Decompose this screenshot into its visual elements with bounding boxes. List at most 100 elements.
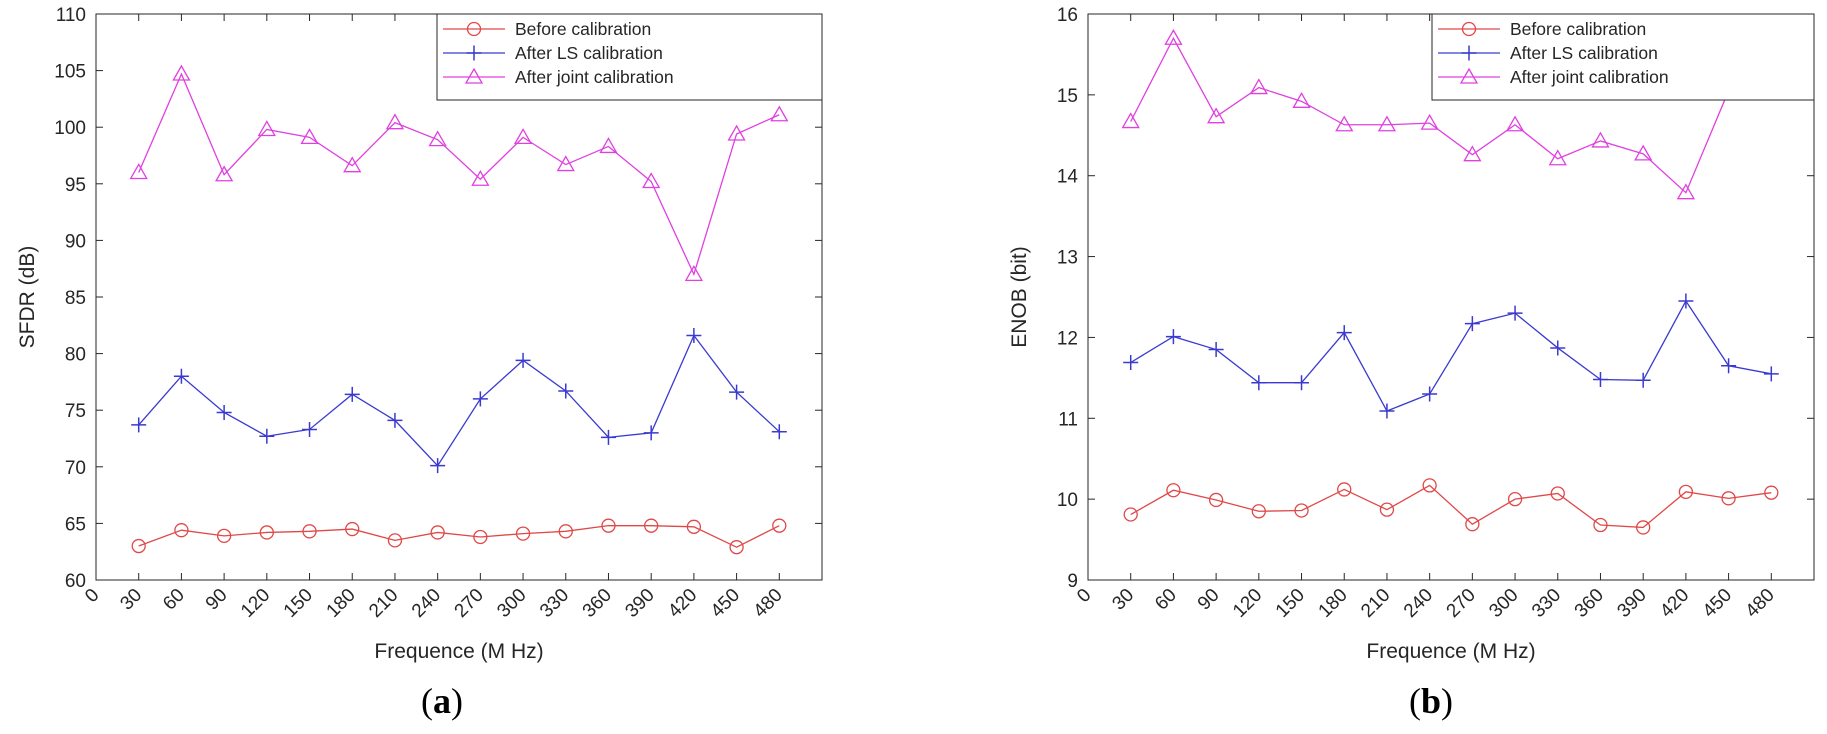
panel-b-series-2-point — [1505, 115, 1525, 132]
panel-b-series-1-point — [1379, 403, 1395, 419]
panel-a-series-1-point — [173, 368, 189, 384]
panel-b-y-tick-label: 13 — [1057, 248, 1078, 269]
panel-b-x-axis-label: Frequence (M Hz) — [1366, 640, 1535, 663]
panel-b-series-1-point — [1294, 375, 1310, 391]
panel-b-series-0-point — [1678, 484, 1694, 500]
panel-a-series-1-point — [558, 383, 574, 399]
panel-b-series-0-point — [1764, 485, 1779, 500]
panel-b-y-tick-label: 10 — [1057, 490, 1078, 511]
panel-b-x-tick-label: 450 — [1699, 585, 1736, 622]
panel-b-x-tick-label: 60 — [1151, 585, 1181, 615]
panel-a-series-1-point — [259, 428, 275, 444]
panel-a-series-2-point — [684, 265, 704, 282]
panel-b-series-2-point — [1249, 78, 1268, 95]
panel-a-series-0-point — [302, 524, 317, 539]
panel-a-legend-marker-0 — [466, 21, 482, 37]
panel-a-y-tick-label: 70 — [65, 458, 86, 479]
panel-b-series-1-point — [1678, 293, 1694, 309]
panel-b-series-1-point — [1123, 354, 1139, 370]
panel-a-series-0-point — [345, 521, 360, 537]
panel-b-series-0-point — [1294, 503, 1309, 518]
panel-a-series-0-point — [558, 524, 573, 539]
panel-b-legend-box — [1431, 13, 1815, 101]
panel-a-series-2-point — [257, 120, 276, 137]
panel-a-caption: (a) — [421, 681, 463, 721]
panel-b-series-2-point — [1335, 115, 1354, 132]
panel-b-x-tick-label: 360 — [1571, 585, 1608, 622]
panel-b-series-2-point — [1463, 145, 1482, 162]
panel-a-series-0-point — [515, 526, 531, 541]
panel-a-series-0-point — [430, 525, 445, 540]
panel-b-x-tick-label: 120 — [1229, 585, 1266, 622]
panel-b-series-2-point — [1377, 115, 1397, 132]
panel-b-x-tick-label: 30 — [1108, 585, 1138, 615]
panel-a-y-tick-label: 80 — [65, 345, 86, 366]
panel-a-series-2-point — [343, 156, 362, 173]
panel-b-series-1-point — [1422, 386, 1438, 402]
panel-b-x-tick-label: 480 — [1742, 585, 1779, 622]
panel-b-series-0-point — [1636, 520, 1651, 535]
panel-b-series-1-point — [1507, 305, 1523, 321]
panel-b-x-tick-label: 390 — [1613, 585, 1650, 622]
panel-a-legend-label-2: After joint calibration — [515, 67, 674, 87]
panel-a-series-1-point — [387, 412, 403, 428]
panel-b-series-2-point — [1121, 112, 1140, 129]
panel-a-y-tick-label: 85 — [65, 288, 86, 309]
panel-a-legend-box — [436, 13, 823, 101]
panel-a-x-tick-label: 480 — [750, 585, 787, 622]
panel-a-series-0-point — [174, 523, 189, 538]
panel-b-series-0-point — [1379, 502, 1395, 517]
panel-a-x-tick-label: 420 — [664, 585, 701, 622]
panel-a-series-2-point — [513, 128, 533, 145]
panel-b-series-1-point — [1165, 329, 1181, 345]
panel-a-series-1-point — [729, 384, 745, 400]
panel-a-series-0-point — [772, 518, 787, 533]
panel-a-y-tick-label: 100 — [54, 118, 86, 139]
panel-a-series-1-line — [138, 334, 780, 467]
panel-a-y-tick-label: 90 — [65, 231, 86, 252]
panel-a-series-1-point — [771, 424, 787, 440]
panel-b-chart: 0 30 60 90 120 150 180 210 240 270 300 330 360 390 420… — [1008, 5, 1815, 663]
panel-a-series-0-point — [216, 528, 232, 544]
panel-a-axes-box — [95, 13, 823, 581]
panel-b-series-2-point — [1164, 28, 1183, 45]
panel-b-y-tick-label: 9 — [1067, 571, 1078, 592]
panel-b-x-tick-label: 150 — [1272, 585, 1309, 622]
panel-a-series-2-point — [385, 113, 405, 130]
panel-b-x-tick-label: 210 — [1357, 585, 1394, 622]
panel-a-series-1-point — [430, 458, 446, 474]
panel-b-caption-letter: b — [1421, 681, 1442, 721]
panel-b-series-1 — [1123, 293, 1779, 419]
panel-a-series-1-point — [515, 352, 531, 368]
panel-b-y-tick-label: 12 — [1057, 328, 1078, 349]
panel-b-series-1-point — [1635, 372, 1651, 388]
panel-b-series-0 — [1123, 478, 1779, 535]
panel-b-series-1-point — [1208, 342, 1224, 358]
panel-b-series-0-point — [1337, 482, 1352, 497]
panel-b-series-0-point — [1507, 491, 1523, 507]
panel-b-series-0-line — [1130, 484, 1772, 529]
panel-a-series-0 — [131, 518, 787, 555]
panel-b-series-1-point — [1721, 358, 1737, 374]
panel-b-legend-marker-2 — [1459, 67, 1479, 84]
panel-b-series-0-point — [1166, 483, 1181, 498]
panel-b-series-2-line — [1130, 36, 1772, 194]
panel-b-series-2-point — [1634, 144, 1653, 161]
panel-a-x-axis-label: Frequence (M Hz) — [374, 640, 543, 663]
panel-b-y-axis-label: ENOB (bit) — [1008, 246, 1031, 348]
panel-a-x-tick-label: 330 — [536, 585, 573, 622]
panel-b-x-tick-label: 180 — [1315, 585, 1352, 622]
panel-a-series-2-point — [727, 124, 746, 141]
panel-a-x-tick-label: 450 — [707, 585, 744, 622]
panel-b-x-tick-label: 240 — [1400, 585, 1437, 622]
panel-a-series-2-point — [770, 105, 789, 122]
panel-b-series-2-point — [1591, 131, 1610, 148]
panel-a-series-2-point — [129, 163, 148, 180]
panel-a-series-0-point — [644, 518, 659, 533]
panel-a-series-0-point — [686, 519, 702, 534]
panel-a-x-tick-label: 60 — [159, 585, 189, 615]
panel-a-series-1-point — [686, 327, 702, 343]
panel-b-series-2-point — [1420, 113, 1439, 130]
panel-b-series-0-point — [1123, 507, 1138, 522]
